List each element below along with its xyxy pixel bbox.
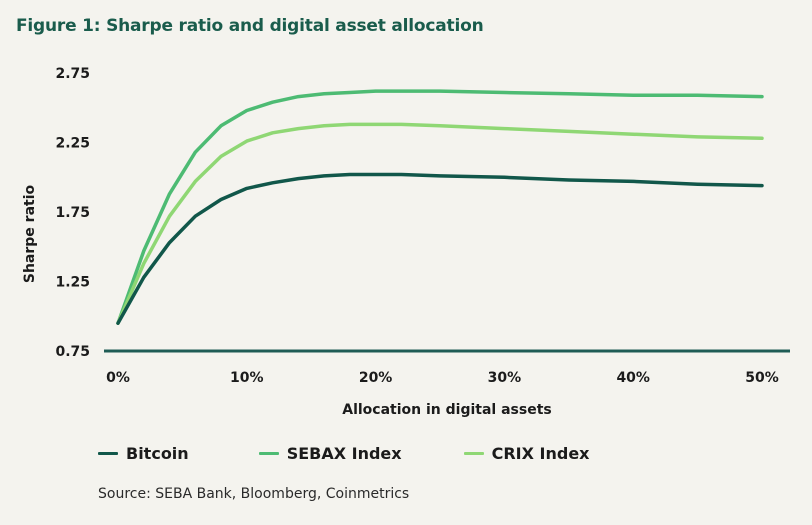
legend-label-crix: CRIX Index [491,444,590,463]
legend: Bitcoin SEBAX Index CRIX Index [98,444,589,463]
legend-swatch-bitcoin [98,452,118,455]
legend-swatch-sebax [258,452,279,455]
x-tick-label: 20% [359,370,393,386]
y-tick-label: 1.25 [55,275,90,291]
x-axis-label: Allocation in digital assets [342,402,551,418]
y-axis-label: Sharpe ratio [22,184,38,283]
legend-item-sebax: SEBAX Index [258,444,402,463]
y-axis-ticks: 0.75 1.25 1.75 2.25 2.75 [55,66,90,360]
x-tick-label: 50% [745,370,779,386]
legend-label-sebax: SEBAX Index [286,444,402,463]
y-tick-label: 1.75 [55,205,90,221]
figure-title: Figure 1: Sharpe ratio and digital asset… [16,16,484,36]
y-tick-label: 0.75 [55,344,90,360]
x-tick-label: 10% [230,370,264,386]
legend-item-bitcoin: Bitcoin [98,444,189,463]
legend-label-bitcoin: Bitcoin [126,444,189,463]
legend-swatch-crix [463,452,484,455]
series-line-crix-index [116,122,764,325]
y-tick-label: 2.25 [55,136,90,152]
x-tick-label: 30% [488,370,522,386]
series-line-sebax-index [116,89,764,325]
series-line-bitcoin [116,172,764,325]
series-lines [116,89,764,325]
x-tick-label: 0% [106,370,130,386]
legend-item-crix: CRIX Index [463,444,590,463]
y-tick-label: 2.75 [55,66,90,82]
x-axis-ticks: 0% 10% 20% 30% 40% 50% [106,370,779,386]
source-note: Source: SEBA Bank, Bloomberg, Coinmetric… [98,486,410,502]
x-tick-label: 40% [616,370,650,386]
